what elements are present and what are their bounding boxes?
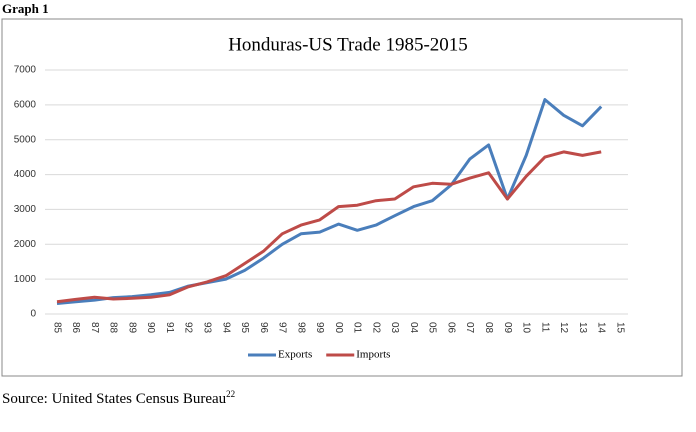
x-tick-label: 93 (201, 322, 212, 334)
x-tick-label: 90 (145, 322, 156, 334)
y-tick-label: 2000 (14, 239, 37, 250)
y-tick-label: 0 (30, 309, 36, 320)
y-tick-label: 5000 (14, 134, 37, 145)
graph-label: Graph 1 (2, 1, 49, 16)
source: Source: United States Census Bureau22 (2, 389, 235, 407)
x-tick-label: 98 (295, 322, 306, 334)
x-tick-label: 86 (70, 322, 81, 334)
series-line (56, 98, 603, 305)
x-tick-label: 10 (521, 322, 532, 334)
x-tick-label: 14 (596, 322, 607, 334)
y-tick-label: 4000 (14, 169, 37, 180)
y-tick-label: 7000 (14, 65, 37, 76)
x-tick-label: 06 (445, 322, 456, 334)
x-tick-label: 85 (51, 322, 62, 334)
chart-title: Honduras-US Trade 1985-2015 (228, 34, 468, 55)
x-tick-label: 94 (220, 322, 231, 334)
x-tick-label: 08 (483, 322, 494, 334)
legend-label: Imports (356, 349, 390, 361)
x-tick-label: 09 (502, 322, 513, 334)
x-tick-label: 13 (577, 322, 588, 334)
y-tick-label: 3000 (14, 204, 37, 215)
x-tick-label: 15 (614, 322, 625, 334)
x-tick-label: 03 (389, 322, 400, 334)
x-tick-label: 99 (314, 322, 325, 334)
x-tick-label: 89 (126, 322, 137, 334)
x-tick-label: 87 (89, 322, 100, 334)
x-tick-label: 92 (183, 322, 194, 334)
x-tick-label: 00 (333, 322, 344, 334)
x-tick-label: 12 (558, 322, 569, 334)
x-tick-label: 02 (370, 322, 381, 334)
x-tick-label: 01 (352, 322, 363, 334)
x-tick-label: 11 (539, 322, 550, 333)
y-tick-label: 1000 (14, 274, 37, 285)
x-tick-label: 05 (427, 322, 438, 334)
x-tick-label: 91 (164, 322, 175, 334)
x-tick-label: 95 (239, 322, 250, 334)
chart-frame (1, 18, 683, 377)
series-line (56, 150, 602, 304)
y-tick-label: 6000 (14, 99, 37, 110)
footnote: 22 (226, 389, 235, 399)
x-tick-label: 07 (464, 322, 475, 334)
x-tick-label: 88 (108, 322, 119, 334)
source-text: Source: United States Census Bureau (2, 391, 227, 407)
x-tick-label: 04 (408, 322, 419, 334)
x-tick-label: 97 (277, 322, 288, 334)
legend-label: Exports (278, 349, 312, 361)
x-tick-label: 96 (258, 322, 269, 334)
